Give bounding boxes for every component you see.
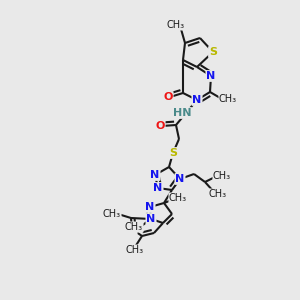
Text: N: N (192, 95, 202, 105)
Text: CH₃: CH₃ (209, 189, 227, 199)
Text: CH₃: CH₃ (103, 209, 121, 219)
Text: CH₃: CH₃ (167, 20, 185, 30)
Text: CH₃: CH₃ (126, 245, 144, 255)
Text: HN: HN (173, 108, 191, 118)
Text: S: S (169, 148, 177, 158)
Text: O: O (163, 92, 173, 102)
Text: N: N (146, 202, 154, 212)
Text: CH₃: CH₃ (219, 94, 237, 104)
Text: S: S (209, 47, 217, 57)
Text: N: N (176, 174, 184, 184)
Text: O: O (155, 121, 165, 131)
Text: N: N (146, 214, 156, 224)
Text: CH₃: CH₃ (169, 193, 187, 203)
Text: N: N (153, 183, 163, 193)
Text: N: N (128, 224, 136, 234)
Text: CH₃: CH₃ (125, 222, 143, 232)
Text: N: N (206, 71, 216, 81)
Text: N: N (150, 170, 160, 180)
Text: CH₃: CH₃ (213, 171, 231, 181)
